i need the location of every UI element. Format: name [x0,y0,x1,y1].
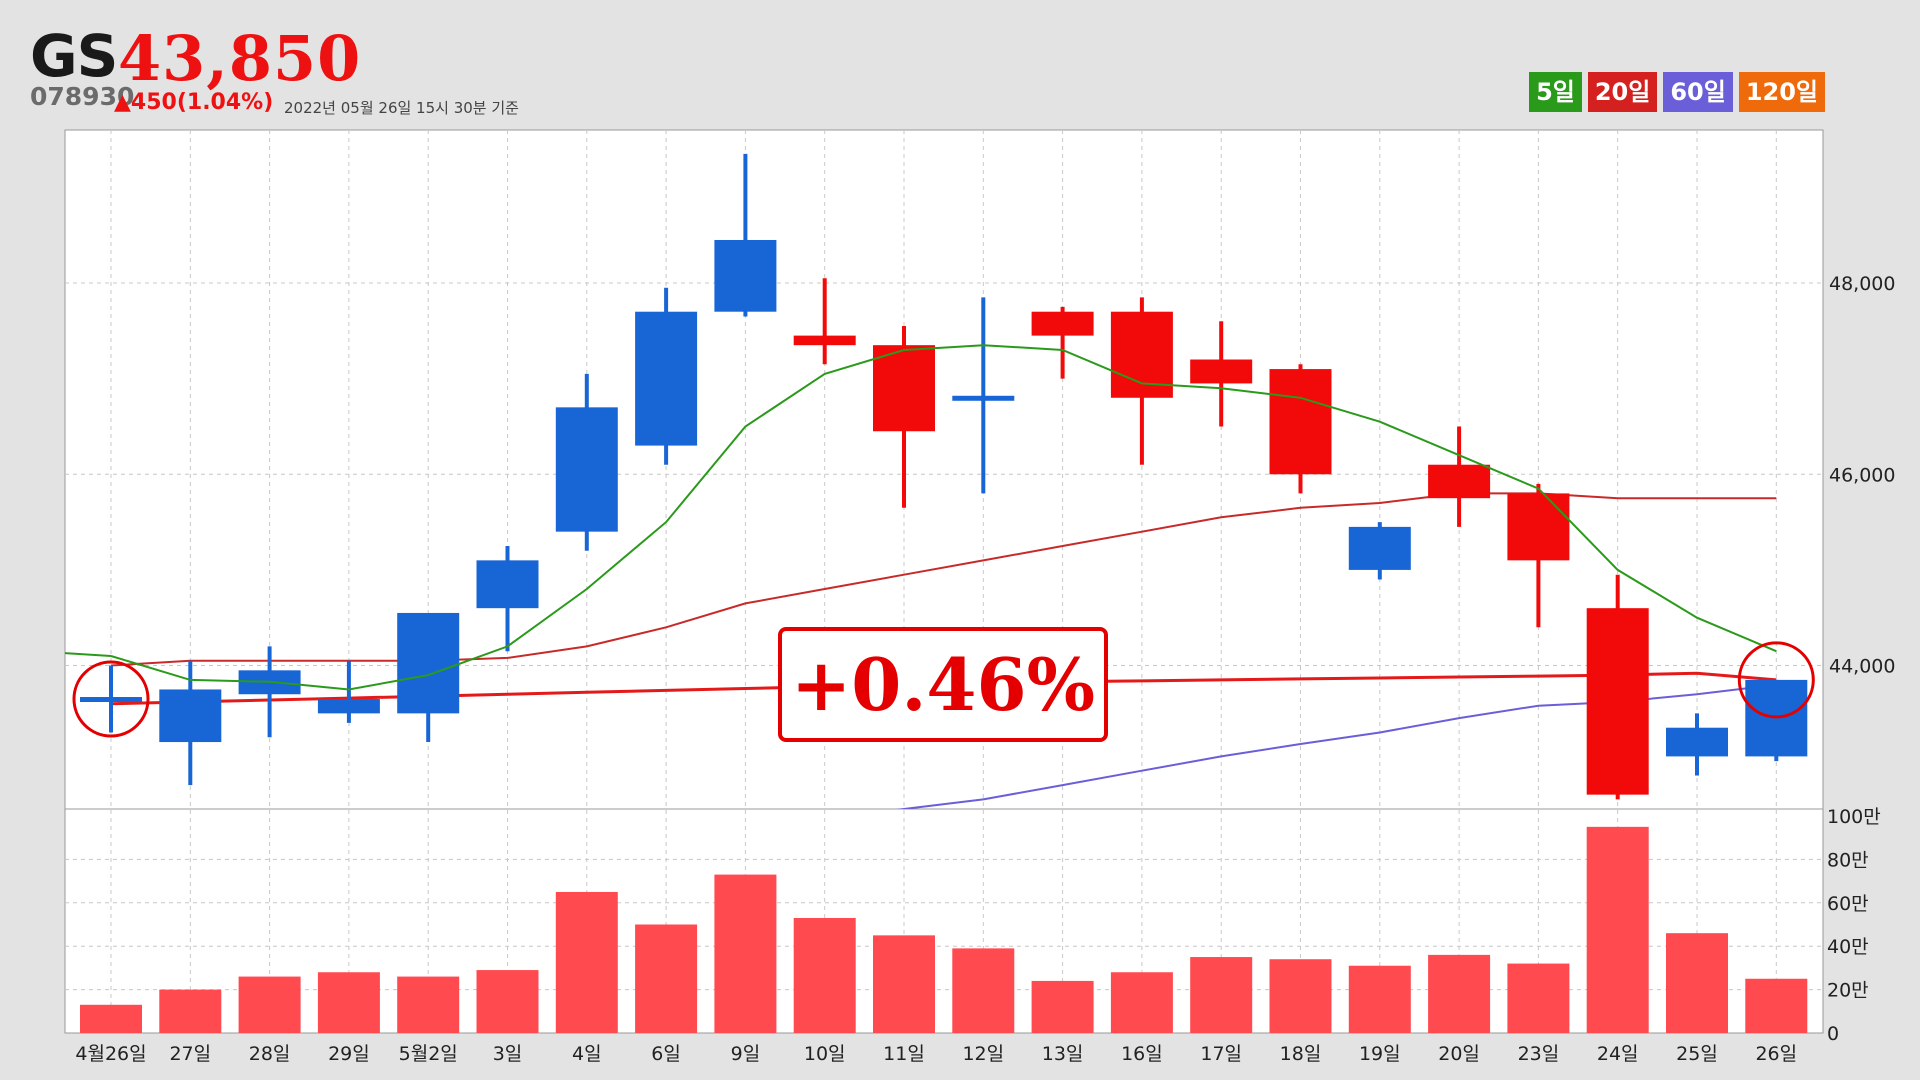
candle-body [793,335,856,346]
x-tick-label: 9일 [731,1043,761,1065]
volume-bar [159,989,222,1033]
volume-bar [397,976,460,1033]
chart-header: GS 43,850 078930 ▲450(1.04%) 2022년 05월 2… [0,0,1920,130]
x-tick-label: 6일 [651,1043,681,1065]
x-tick-label: 28일 [249,1043,291,1065]
x-tick-label: 13일 [1042,1043,1084,1065]
volume-bar [1428,954,1491,1033]
ma20-line [110,492,1777,667]
x-tick-label: 24일 [1597,1043,1639,1065]
highlight-circle [1737,641,1815,719]
x-tick-label: 23일 [1518,1043,1560,1065]
volume-bar [1586,826,1649,1033]
current-price: 43,850 [118,22,362,95]
legend-item-0[interactable]: 5일 [1529,72,1582,112]
highlight-circle [72,660,150,738]
volume-bar [555,891,618,1033]
volume-bar [873,935,935,1033]
x-tick-label: 10일 [804,1043,846,1065]
percent-change-annotation: +0.46% [778,627,1108,742]
volume-bar [1666,933,1728,1033]
candle-body [635,311,698,446]
price-change: ▲450(1.04%) [114,90,274,115]
candle-body [952,395,1015,401]
x-tick-label: 4월26일 [75,1043,146,1065]
price-tick-label: 48,000 [1829,273,1895,295]
volume-tick-label: 60만 [1827,893,1869,915]
volume-bar [80,1004,142,1033]
x-tick-label: 26일 [1755,1043,1797,1065]
x-tick-label: 4일 [572,1043,602,1065]
moving-average-legend: 5일 20일 60일 120일 [1523,72,1825,112]
candle-body [1190,359,1253,384]
volume-bar [793,917,856,1033]
volume-bar [1745,978,1808,1033]
volume-tick-label: 0 [1827,1023,1839,1045]
volume-bar [1507,963,1570,1033]
candle-body [873,345,935,432]
candle-body [1269,369,1332,475]
ma5-line [65,344,1777,691]
as-of-timestamp: 2022년 05월 26일 15시 30분 기준 [284,99,519,117]
legend-item-1[interactable]: 20일 [1587,72,1658,112]
candle-body [317,699,380,714]
price-tick-label: 44,000 [1829,656,1895,678]
volume-tick-label: 40만 [1827,936,1869,958]
candle-body [476,560,539,609]
candle-body [80,697,142,703]
x-tick-label: 27일 [169,1043,211,1065]
volume-tick-label: 100만 [1827,806,1881,828]
candle-body [1031,311,1094,336]
volume-bar [1110,972,1173,1033]
x-tick-label: 11일 [883,1043,925,1065]
volume-bar [635,924,698,1033]
volume-bar [714,874,777,1033]
volume-bar [1269,959,1332,1033]
volume-bar [476,970,539,1033]
candle-body [1348,526,1411,570]
price-tick-label: 46,000 [1829,464,1895,486]
x-tick-label: 5월2일 [399,1043,458,1065]
stock-name: GS [30,22,118,90]
candle-body [159,689,222,743]
candle-body [555,407,618,532]
candle-body [1586,608,1649,795]
volume-bar [952,948,1015,1033]
volume-tick-label: 20만 [1827,980,1869,1002]
x-tick-label: 29일 [328,1043,370,1065]
candle-body [1666,727,1728,757]
x-tick-label: 3일 [493,1043,523,1065]
x-tick-label: 12일 [962,1043,1004,1065]
candle-body [1428,464,1491,499]
volume-bar [1348,965,1411,1033]
candle-body [1507,493,1570,561]
volume-bar [317,972,380,1033]
x-tick-label: 18일 [1280,1043,1322,1065]
legend-item-2[interactable]: 60일 [1663,72,1733,112]
x-tick-label: 19일 [1359,1043,1401,1065]
stock-code: 078930 [30,82,135,111]
x-tick-label: 25일 [1676,1043,1718,1065]
volume-bar [238,976,301,1033]
candle-body [397,612,460,714]
x-tick-label: 17일 [1200,1043,1242,1065]
x-tick-label: 16일 [1121,1043,1163,1065]
x-tick-label: 20일 [1438,1043,1480,1065]
volume-tick-label: 80만 [1827,849,1869,871]
candle-body [714,239,777,312]
volume-bar [1031,980,1094,1033]
volume-bar [1190,957,1253,1033]
legend-item-3[interactable]: 120일 [1738,72,1825,112]
